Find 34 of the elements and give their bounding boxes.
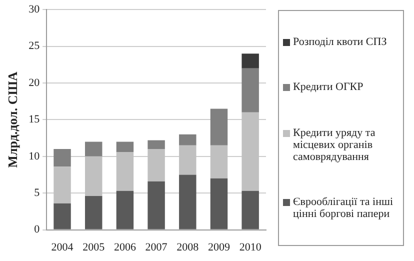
y-tick-label: 10 (28, 150, 40, 162)
y-tick-label: 0 (34, 224, 40, 236)
x-tick-label: 2007 (145, 241, 168, 254)
bar (84, 196, 102, 230)
legend-label: Кредити уряду та місцевих органів самоврядування (293, 126, 376, 163)
legend-label: Єврооблігації та інші цінні боргові папери (293, 196, 394, 220)
bar (179, 174, 196, 230)
bar (242, 190, 259, 230)
bar (54, 149, 71, 167)
bar (54, 203, 71, 230)
x-tick-label: 2006 (114, 241, 136, 254)
y-tick-label: 25 (28, 40, 40, 52)
x-tick-label: 2004 (51, 241, 74, 254)
bar (179, 134, 196, 146)
y-tick-label: 15 (28, 114, 40, 126)
x-tick-label: 2005 (82, 241, 106, 254)
x-tick-label: 2008 (176, 241, 200, 254)
bar (210, 108, 228, 146)
x-tick-label: 2009 (208, 241, 230, 254)
bar (116, 142, 134, 152)
bar (242, 68, 259, 112)
y-tick-label: 20 (28, 76, 40, 89)
legend-label: Кредити ОГКР (293, 81, 364, 94)
bar (210, 178, 228, 230)
y-tick-label: 30 (28, 3, 40, 16)
y-tick-label: 5 (34, 186, 40, 199)
bar (242, 54, 259, 68)
y-axis-title: Млрд.дол. США (5, 70, 20, 168)
x-tick-label: 2010 (239, 241, 262, 254)
bar (116, 190, 134, 230)
bar (148, 140, 165, 150)
bar (84, 142, 102, 156)
legend-label: Розподіл квоти СПЗ (293, 36, 387, 48)
bar (148, 181, 165, 230)
